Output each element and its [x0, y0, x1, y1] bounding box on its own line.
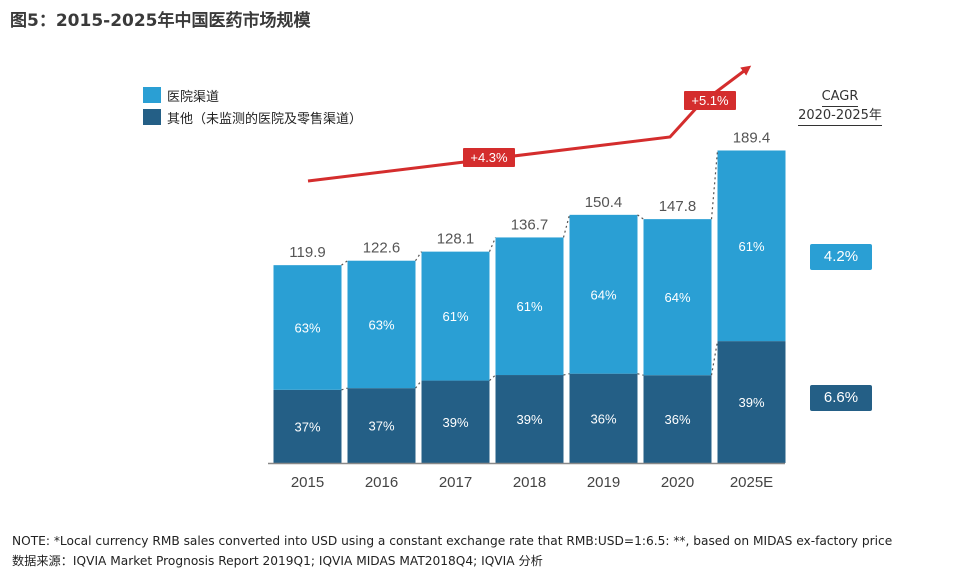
x-tick-2020: 2020 [661, 474, 694, 491]
x-tick-2025E: 2025E [730, 474, 773, 491]
cagr-badge-hospital: 4.2% [810, 244, 872, 270]
bar-other-2020 [643, 375, 712, 463]
pct-label-other-2016: 37% [368, 419, 394, 434]
cagr-header-line2: 2020-2025年 [798, 107, 882, 126]
bar-hospital-2017 [421, 251, 490, 381]
pct-label-hospital-2015: 63% [294, 320, 320, 335]
growth-label-box-1 [463, 148, 515, 167]
legend-item-other: 其他（未监测的医院及零售渠道） [143, 106, 362, 128]
bar-hospital-2018 [495, 237, 564, 376]
chart-title: 图5：2015-2025年中国医药市场规模 [10, 11, 311, 31]
pct-label-hospital-2016: 63% [368, 317, 394, 332]
top-connector-1 [414, 251, 423, 262]
pct-label-other-2018: 39% [516, 412, 542, 427]
bar-hospital-2016 [347, 260, 416, 389]
top-connector-5 [710, 150, 719, 220]
total-label-2025E: 189.4 [733, 129, 771, 146]
top-connector-2 [488, 237, 497, 252]
legend-label-hospital: 医院渠道 [167, 89, 220, 105]
growth-arrow [307, 65, 752, 183]
x-tick-2018: 2018 [513, 474, 546, 491]
bar-other-2025E [717, 341, 786, 463]
pct-label-hospital-2025E: 61% [738, 239, 764, 254]
cagr-badge-other: 6.6% [810, 385, 872, 411]
top-connector-3 [562, 214, 571, 238]
mid-connector-4 [637, 373, 644, 376]
pct-label-other-2020: 36% [664, 412, 690, 427]
legend-label-other: 其他（未监测的医院及零售渠道） [167, 111, 363, 127]
bar-other-2018 [495, 375, 564, 463]
pct-label-hospital-2019: 64% [590, 287, 616, 302]
pct-label-other-2015: 37% [294, 419, 320, 434]
bar-hospital-2025E [717, 150, 786, 342]
bar-hospital-2019 [569, 214, 638, 374]
bar-hospital-2020 [643, 219, 712, 376]
x-tick-2016: 2016 [365, 474, 398, 491]
growth-label-box-2 [684, 91, 736, 110]
mid-connector-0 [341, 387, 348, 391]
top-connector-4 [637, 214, 644, 220]
pct-label-other-2019: 36% [590, 411, 616, 426]
pct-label-hospital-2018: 61% [516, 299, 542, 314]
legend-item-hospital: 医院渠道 [143, 84, 362, 106]
pct-label-other-2017: 39% [442, 415, 468, 430]
pct-label-other-2025E: 39% [738, 395, 764, 410]
pct-label-hospital-2020: 64% [664, 290, 690, 305]
bar-other-2015 [273, 389, 342, 463]
total-label-2018: 136.7 [511, 216, 549, 233]
bar-other-2017 [421, 380, 490, 463]
bar-hospital-2015 [273, 265, 342, 390]
mid-connector-2 [489, 374, 496, 382]
bar-other-2019 [569, 373, 638, 463]
x-tick-2019: 2019 [587, 474, 620, 491]
total-label-2019: 150.4 [585, 194, 623, 211]
x-tick-2015: 2015 [291, 474, 324, 491]
legend-swatch-hospital [143, 87, 161, 103]
cagr-header-line1: CAGR [821, 88, 859, 107]
mid-connector-3 [563, 373, 570, 376]
growth-label-2: +5.1% [691, 93, 729, 108]
top-connector-0 [341, 260, 348, 266]
total-label-2016: 122.6 [363, 240, 401, 257]
x-tick-2017: 2017 [439, 474, 472, 491]
cagr-header: CAGR 2020-2025年 [790, 88, 890, 126]
footnote: NOTE: *Local currency RMB sales converte… [12, 534, 893, 548]
legend-swatch-other [143, 109, 161, 125]
legend: 医院渠道 其他（未监测的医院及零售渠道） [143, 84, 362, 128]
bar-other-2016 [347, 388, 416, 463]
total-label-2017: 128.1 [437, 231, 475, 248]
pct-label-hospital-2017: 61% [442, 309, 468, 324]
growth-label-1: +4.3% [470, 150, 508, 165]
mid-connector-1 [415, 380, 422, 389]
total-label-2015: 119.9 [289, 244, 325, 261]
total-label-2020: 147.8 [659, 198, 697, 215]
mid-connector-5 [710, 341, 719, 376]
data-source: 数据来源：IQVIA Market Prognosis Report 2019Q… [12, 554, 543, 568]
